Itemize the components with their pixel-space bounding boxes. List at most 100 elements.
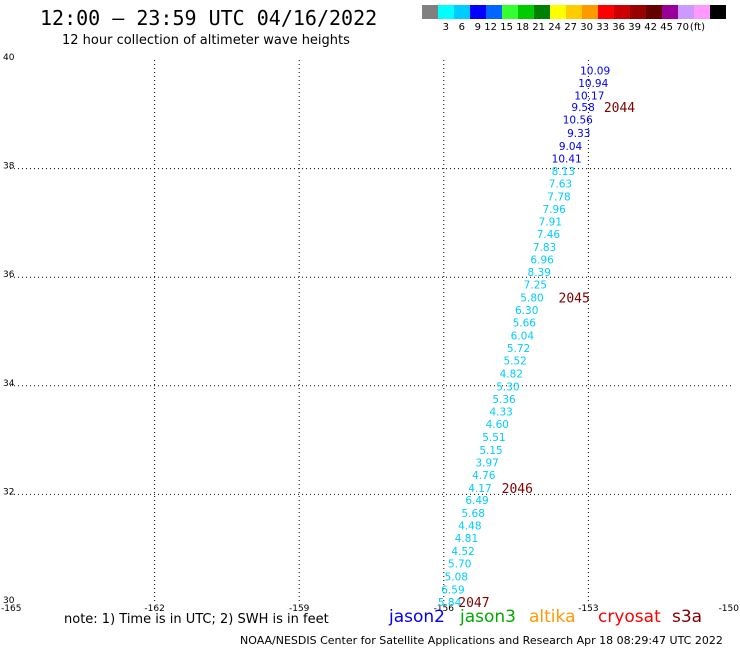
x-tick-label: -162 bbox=[144, 604, 164, 614]
satellite-altika: altika bbox=[529, 607, 576, 627]
swh-value: 4.48 bbox=[458, 520, 481, 532]
swh-value: 5.84 bbox=[438, 597, 462, 609]
colorbar-label: (ft) bbox=[689, 22, 705, 33]
y-tick-label: 34 bbox=[3, 379, 15, 389]
colorbar-swatch bbox=[422, 5, 438, 19]
colorbar-label: 36 bbox=[612, 22, 625, 33]
colorbar-swatch bbox=[486, 5, 502, 19]
swh-value: 10.09 bbox=[580, 65, 610, 77]
swh-value: 7.91 bbox=[539, 216, 562, 228]
swh-value: 5.30 bbox=[496, 381, 519, 393]
colorbar-swatch bbox=[470, 5, 486, 19]
pass-number: 2046 bbox=[502, 482, 533, 497]
swh-value: 9.04 bbox=[559, 141, 583, 153]
swh-value: 5.36 bbox=[492, 394, 516, 406]
axis-ticks: -165 -162 -159 -156 -153 -150 40 38 36 34 32 30 bbox=[1, 53, 739, 614]
colorbar-label: 27 bbox=[564, 22, 577, 33]
swh-value: 6.04 bbox=[511, 330, 535, 342]
pass-number: 2044 bbox=[604, 101, 635, 116]
swh-value: 4.76 bbox=[472, 470, 496, 482]
colorbar-label: 42 bbox=[644, 22, 657, 33]
colorbar-swatch bbox=[550, 5, 566, 19]
colorbar-swatch bbox=[662, 5, 678, 19]
swh-track: 10.0910.9410.179.5810.569.339.0410.418.1… bbox=[438, 65, 610, 609]
footer-credit: NOAA/NESDIS Center for Satellite Applica… bbox=[240, 634, 723, 647]
colorbar-label: 9 bbox=[474, 22, 481, 33]
colorbar-swatch bbox=[518, 5, 534, 19]
swh-value: 5.15 bbox=[479, 445, 502, 457]
x-tick-label: -153 bbox=[578, 604, 598, 614]
satellite-jason3: jason3 bbox=[460, 607, 516, 627]
swh-value: 5.68 bbox=[462, 508, 485, 520]
swh-value: 5.52 bbox=[503, 355, 526, 367]
swh-value: 9.33 bbox=[567, 128, 590, 140]
swh-value: 7.78 bbox=[547, 191, 570, 203]
swh-value: 10.94 bbox=[578, 78, 608, 90]
x-tick-label: -159 bbox=[289, 604, 310, 614]
colorbar-swatch bbox=[502, 5, 518, 19]
colorbar-swatch bbox=[438, 5, 454, 19]
swh-value: 7.63 bbox=[549, 178, 572, 190]
swh-value: 7.46 bbox=[537, 229, 561, 241]
colorbar-swatch bbox=[534, 5, 550, 19]
swh-value: 7.25 bbox=[524, 279, 547, 291]
x-tick-label: -165 bbox=[1, 604, 21, 614]
colorbar-label: 30 bbox=[580, 22, 593, 33]
y-tick-label: 40 bbox=[3, 53, 15, 63]
colorbar-label: 70 bbox=[676, 22, 689, 33]
swh-value: 9.58 bbox=[571, 102, 594, 114]
swh-value: 5.70 bbox=[448, 558, 471, 570]
swh-value: 4.33 bbox=[489, 406, 512, 418]
swh-value: 5.08 bbox=[445, 571, 468, 583]
colorbar-swatch bbox=[582, 5, 598, 19]
satellite-jason2: jason2 bbox=[389, 607, 445, 627]
y-tick-label: 30 bbox=[3, 596, 15, 606]
note-text: note: 1) Time is in UTC; 2) SWH is in fe… bbox=[64, 612, 329, 627]
colorbar-swatch bbox=[678, 5, 694, 19]
swh-value: 4.52 bbox=[451, 546, 474, 558]
swh-value: 3.97 bbox=[475, 457, 498, 469]
x-tick-label: -150 bbox=[719, 604, 740, 614]
satellite-s3a: s3a bbox=[672, 607, 703, 627]
swh-value: 5.51 bbox=[482, 432, 505, 444]
colorbar-swatch bbox=[614, 5, 630, 19]
swh-value: 10.56 bbox=[563, 115, 593, 127]
swh-value: 6.59 bbox=[441, 584, 464, 596]
colorbar-swatch bbox=[598, 5, 614, 19]
colorbar-label: 45 bbox=[660, 22, 673, 33]
pass-number: 2047 bbox=[458, 596, 489, 611]
swh-value: 5.72 bbox=[507, 343, 530, 355]
colorbar-label: 3 bbox=[442, 22, 449, 33]
satellite-cryosat: cryosat bbox=[598, 607, 661, 627]
swh-value: 10.41 bbox=[552, 153, 582, 165]
swh-value: 7.96 bbox=[542, 204, 566, 216]
colorbar-swatch bbox=[646, 5, 662, 19]
swh-value: 8.39 bbox=[528, 267, 551, 279]
colorbar-swatch bbox=[710, 5, 726, 19]
swh-value: 5.80 bbox=[520, 292, 543, 304]
swh-value: 10.17 bbox=[574, 90, 604, 102]
swh-value: 6.30 bbox=[515, 305, 538, 317]
swh-value: 6.96 bbox=[530, 254, 554, 266]
swh-value: 4.82 bbox=[500, 368, 523, 380]
swh-value: 4.81 bbox=[455, 533, 478, 545]
colorbar-label: 33 bbox=[596, 22, 609, 33]
colorbar-label: 15 bbox=[500, 22, 513, 33]
y-tick-label: 36 bbox=[3, 270, 15, 280]
swh-value: 4.60 bbox=[486, 419, 509, 431]
x-tick-label: -156 bbox=[434, 604, 455, 614]
colorbar-label: 18 bbox=[516, 22, 529, 33]
colorbar-swatch bbox=[566, 5, 582, 19]
pass-labels: 2044 2045 2046 2047 bbox=[458, 101, 635, 611]
swh-value: 4.17 bbox=[468, 483, 491, 495]
colorbar-label: 39 bbox=[628, 22, 641, 33]
map-subtitle: 12 hour collection of altimeter wave hei… bbox=[62, 33, 350, 48]
colorbar-swatch bbox=[694, 5, 710, 19]
swh-value: 7.83 bbox=[533, 242, 556, 254]
colorbar-swatch bbox=[630, 5, 646, 19]
colorbar-label: 6 bbox=[458, 22, 465, 33]
y-tick-label: 38 bbox=[3, 162, 15, 172]
swh-value: 8.13 bbox=[552, 166, 575, 178]
pass-number: 2045 bbox=[559, 291, 590, 306]
